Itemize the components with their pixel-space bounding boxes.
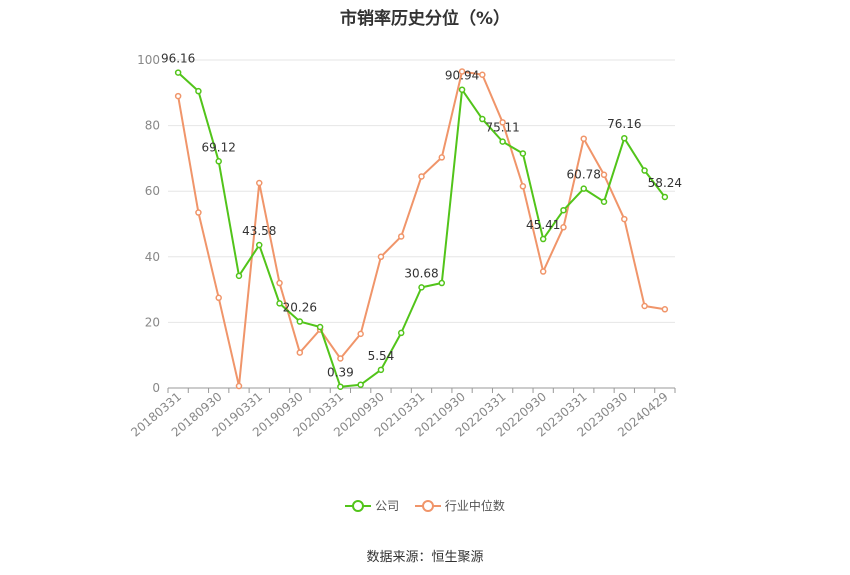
data-point-company [256, 241, 263, 249]
data-point-industry-median [235, 382, 243, 390]
data-point-industry-median [215, 294, 222, 302]
data-point-industry-median [377, 253, 385, 261]
data-point-company [479, 115, 486, 123]
data-point-industry-median [357, 330, 364, 338]
data-point-company [580, 185, 587, 192]
data-point-company [641, 167, 648, 174]
data-label: 90.94 [445, 69, 479, 83]
data-point-company [357, 381, 364, 388]
data-point-company [418, 284, 425, 291]
source-note: 数据来源：恒生聚源 [366, 550, 484, 565]
data-label: 96.16 [161, 52, 195, 66]
data-point-industry-median [600, 171, 608, 179]
data-point-industry-median [276, 279, 283, 287]
data-point-industry-median [397, 233, 405, 240]
data-point-company [499, 138, 506, 145]
y-tick-label: 0 [152, 381, 160, 395]
data-point-industry-median [458, 68, 466, 75]
legend-swatch-company [345, 499, 372, 513]
data-point-company [458, 86, 466, 93]
data-label: 45.41 [526, 218, 560, 232]
data-point-industry-median [256, 179, 263, 187]
data-point-company [316, 323, 324, 331]
data-point-company [276, 300, 283, 307]
data-label: 5.54 [368, 349, 395, 363]
data-point-industry-median [661, 306, 669, 313]
data-point-company [661, 193, 669, 201]
legend-item-industry-median[interactable]: 行业中位数 [414, 497, 505, 514]
data-point-company [174, 69, 182, 76]
data-point-industry-median [621, 215, 628, 223]
data-point-industry-median [641, 302, 648, 310]
chart-title: 市销率历史分位（%） [339, 9, 511, 29]
legend-label-industry-median: 行业中位数 [444, 499, 505, 513]
data-label: 76.16 [607, 117, 641, 131]
data-point-company [519, 150, 527, 157]
grid-lines [168, 59, 675, 323]
data-point-company [235, 272, 243, 280]
data-point-industry-median [195, 209, 202, 216]
data-label: 30.68 [404, 266, 438, 280]
data-point-company [296, 318, 304, 325]
data-point-company [377, 366, 385, 374]
series [174, 68, 669, 390]
data-label: 58.24 [648, 176, 682, 190]
data-point-company [600, 198, 608, 205]
data-point-industry-median [296, 349, 304, 356]
legend: 公司 行业中位数 [0, 497, 850, 516]
data-label: 0.39 [327, 366, 354, 380]
data-point-industry-median [580, 135, 587, 142]
data-point-company [621, 134, 628, 142]
y-tick-label: 80 [145, 119, 160, 133]
data-point-industry-median [519, 183, 527, 190]
data-point-industry-median [174, 92, 182, 100]
y-tick-label: 20 [145, 315, 160, 329]
data-point-company [397, 329, 405, 337]
axes: 0204060801002018033120180930201903312019… [128, 53, 676, 440]
data-point-company [215, 158, 222, 165]
data-label: 69.12 [202, 140, 236, 154]
legend-label-company: 公司 [375, 499, 400, 513]
data-point-company [337, 383, 344, 390]
data-point-industry-median [560, 224, 567, 231]
y-tick-label: 40 [145, 250, 160, 264]
data-point-company [195, 87, 202, 95]
data-label: 20.26 [283, 301, 317, 315]
data-labels: 96.16 69.12 43.58 20.26 0.39 5.54 30.68 90.94 75… [161, 52, 682, 380]
y-tick-label: 60 [145, 184, 160, 198]
data-point-company [539, 235, 547, 243]
data-point-industry-median [479, 71, 486, 79]
data-point-industry-median [418, 173, 425, 180]
data-point-industry-median [499, 119, 506, 126]
data-label: 75.11 [485, 121, 519, 135]
data-point-company [438, 279, 446, 287]
data-label: 60.78 [567, 168, 601, 182]
data-point-industry-median [337, 355, 344, 362]
y-tick-label: 100 [137, 53, 160, 67]
data-point-company [560, 206, 567, 214]
data-point-industry-median [438, 154, 446, 161]
legend-swatch-industry-median [414, 499, 441, 513]
data-point-industry-median [539, 268, 547, 275]
data-label: 43.58 [242, 224, 276, 238]
legend-item-company[interactable]: 公司 [345, 497, 399, 514]
